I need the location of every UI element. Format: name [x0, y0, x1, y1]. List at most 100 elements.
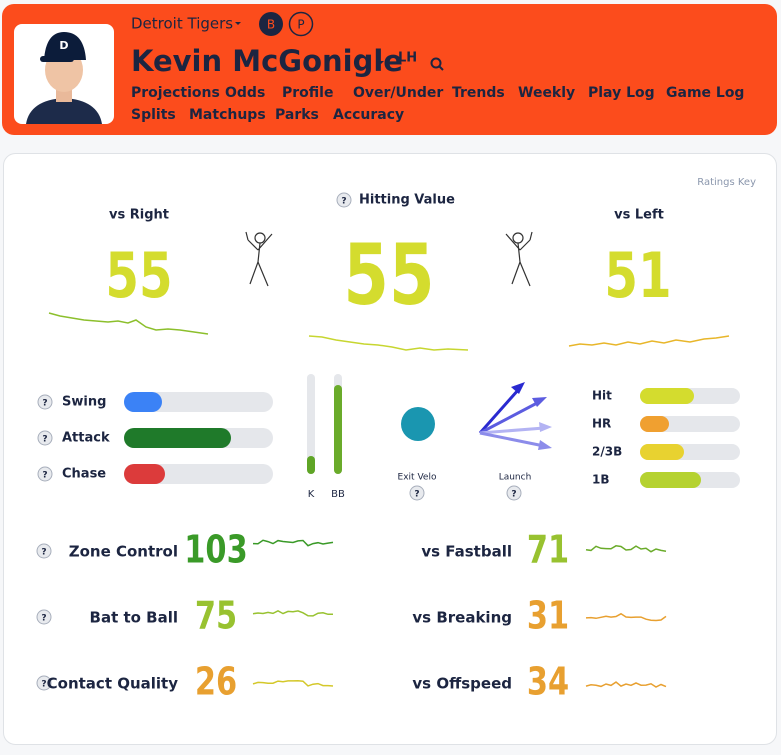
launch-label: Launch	[499, 473, 532, 483]
skill-label: Contact Quality	[47, 675, 179, 693]
pitch-rating: 71	[527, 528, 569, 572]
help-button[interactable]: ?	[37, 430, 53, 446]
hit-type-label: 1B	[592, 473, 610, 487]
pitch-rating: 31	[527, 594, 569, 638]
player-dropdown-caret[interactable]	[378, 61, 384, 64]
help-button[interactable]: ?	[37, 394, 53, 410]
help-circle	[36, 675, 52, 691]
nav-link[interactable]: Matchups	[189, 107, 266, 123]
bb-label: BB	[331, 489, 345, 500]
vs-right-trend	[48, 312, 209, 335]
pitcher-figure-left	[505, 231, 533, 287]
help-glyph: ?	[511, 490, 516, 500]
pitch-label: vs Breaking	[412, 609, 512, 627]
help-button[interactable]: ?	[36, 543, 52, 559]
vs-left-rating: 51	[604, 240, 671, 312]
pitch-trend	[585, 612, 667, 622]
nav-link[interactable]: Projections	[131, 85, 220, 101]
discipline-fill	[124, 392, 162, 412]
skill-rating: 103	[184, 528, 247, 572]
help-circle	[37, 394, 53, 410]
pitch-label: vs Offspeed	[412, 675, 512, 693]
svg-text:D: D	[59, 39, 68, 52]
team-name[interactable]: Detroit Tigers	[131, 15, 233, 33]
player-name: Kevin McGonigle	[131, 44, 403, 78]
help-circle	[36, 609, 52, 625]
discipline-label: Attack	[62, 431, 110, 446]
discipline-label: Chase	[62, 467, 106, 482]
skill-label: Bat to Ball	[90, 609, 178, 627]
bb-fill	[334, 385, 342, 474]
nav-link[interactable]: Weekly	[518, 85, 575, 101]
nav-menu: Projections Odds Profile Over/Under Trends We…	[131, 85, 744, 123]
hit-type-fill	[640, 388, 694, 404]
hit-type-label: Hit	[592, 389, 612, 403]
handedness: LH	[398, 51, 417, 66]
help-circle	[336, 192, 352, 208]
overall-rating: 55	[343, 226, 434, 324]
help-glyph: ?	[41, 548, 46, 558]
exit-velo-indicator	[401, 407, 435, 441]
help-circle	[37, 430, 53, 446]
hitting-value-label: Hitting Value	[359, 193, 455, 208]
help-circle	[37, 466, 53, 482]
nav-link[interactable]: Splits	[131, 107, 176, 123]
vs-left-trend	[568, 335, 730, 347]
help-glyph: ?	[42, 471, 47, 481]
help-glyph: ?	[41, 614, 46, 624]
nav-link[interactable]: Accuracy	[333, 107, 404, 123]
k-fill	[307, 456, 315, 474]
hit-type-fill	[640, 472, 701, 488]
vs-right-rating: 55	[105, 240, 172, 312]
pitch-rating: 34	[527, 660, 569, 704]
profile-card	[3, 153, 777, 745]
search-icon[interactable]	[430, 57, 444, 71]
nav-link[interactable]: Game Log	[666, 85, 744, 101]
skill-rating: 26	[195, 660, 237, 704]
hit-type-label: HR	[592, 417, 611, 431]
badge-label: B	[267, 18, 275, 32]
skill-label: Zone Control	[69, 543, 178, 561]
help-button[interactable]: ?	[506, 485, 522, 501]
badge-batter[interactable]	[259, 12, 283, 36]
overall-trend	[308, 335, 469, 351]
nav-link[interactable]: Profile	[282, 85, 333, 101]
help-button[interactable]: ?	[36, 675, 52, 691]
hit-type-fill	[640, 416, 669, 432]
plate-discipline: ? Swing? Attack? Chase	[37, 392, 273, 484]
team-dropdown-caret[interactable]	[235, 22, 241, 25]
nav-link[interactable]: Over/Under	[353, 85, 443, 101]
skill-trend	[252, 539, 334, 547]
hit-type-label: 2/3B	[592, 445, 622, 459]
vs-left-label: vs Left	[614, 208, 664, 223]
nav-link[interactable]: Odds	[225, 85, 265, 101]
pitch-label: vs Fastball	[421, 543, 512, 561]
k-label: K	[308, 489, 315, 500]
help-button[interactable]: ?	[336, 192, 352, 208]
discipline-fill	[124, 428, 231, 448]
badge-pitcher[interactable]	[288, 11, 314, 37]
hit-types: Hit HR 2/3B 1B	[592, 388, 740, 488]
help-circle	[36, 543, 52, 559]
vs-right-label: vs Right	[109, 208, 169, 223]
nav-link[interactable]: Parks	[275, 107, 319, 123]
discipline-fill	[124, 464, 165, 484]
skill-trend	[252, 680, 334, 687]
help-circle	[506, 485, 522, 501]
pitch-trend	[585, 545, 667, 553]
ratings-key-link[interactable]: Ratings Key	[697, 177, 756, 188]
nav-link[interactable]: Trends	[452, 85, 505, 101]
nav-link[interactable]: Play Log	[588, 85, 655, 101]
help-button[interactable]: ?	[37, 466, 53, 482]
help-button[interactable]: ?	[409, 485, 425, 501]
hit-type-fill	[640, 444, 684, 460]
player-silhouette: D	[26, 32, 102, 124]
help-circle	[409, 485, 425, 501]
badge-label: P	[297, 18, 304, 32]
help-button[interactable]: ?	[36, 609, 52, 625]
help-glyph: ?	[42, 435, 47, 445]
launch-arrows	[478, 382, 552, 450]
k-track	[307, 374, 315, 474]
